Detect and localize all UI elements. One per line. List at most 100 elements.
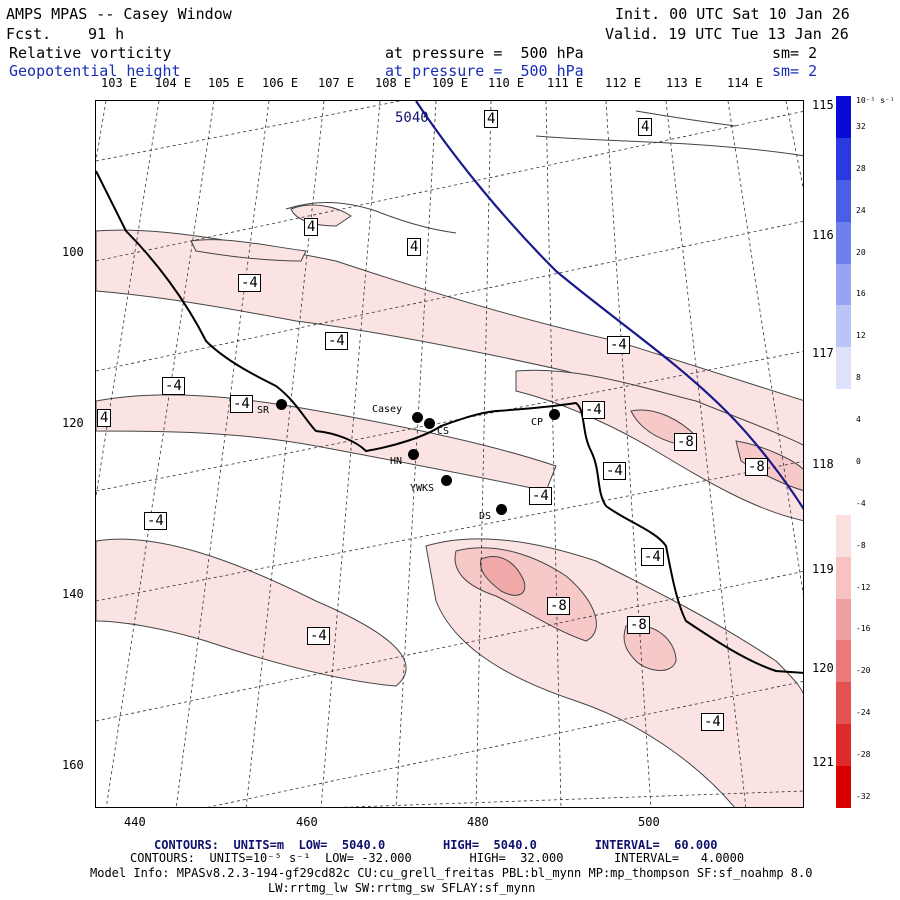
colorbar-level-label: 32 bbox=[856, 121, 866, 131]
model-title: AMPS MPAS -- Casey Window bbox=[6, 5, 232, 23]
station-label-ywks: YWKS bbox=[410, 483, 435, 494]
colorbar-segment bbox=[836, 640, 851, 683]
y-tick-label: 120 bbox=[62, 416, 84, 430]
map-plot-area bbox=[95, 100, 804, 808]
x-tick-label: 460 bbox=[296, 815, 318, 829]
colorbar-segment bbox=[836, 347, 851, 390]
colorbar-segment bbox=[836, 598, 851, 641]
field2-smoothing: sm= 2 bbox=[772, 62, 818, 80]
y-tick-label: 100 bbox=[62, 245, 84, 259]
valid-time: Valid. 19 UTC Tue 13 Jan 26 bbox=[605, 25, 849, 43]
station-marker-hn bbox=[408, 449, 419, 460]
contour-label: -4 bbox=[307, 627, 330, 645]
lon-label: 107 E bbox=[318, 76, 355, 90]
colorbar-segment bbox=[836, 431, 851, 474]
lon-label: 110 E bbox=[488, 76, 525, 90]
station-marker-casey bbox=[412, 412, 423, 423]
colorbar-level-label: 8 bbox=[856, 373, 861, 383]
station-marker-ywks bbox=[441, 475, 452, 486]
station-label-sr: SR bbox=[257, 405, 270, 416]
station-label-cp: CP bbox=[531, 417, 544, 428]
colorbar-segment bbox=[836, 766, 851, 809]
field2-pressure: at pressure = 500 hPa bbox=[385, 62, 584, 80]
colorbar-level-label: -8 bbox=[856, 540, 866, 550]
footer-vorticity-contours: CONTOURS: UNITS=10⁻⁵ s⁻¹ LOW= -32.000 HI… bbox=[130, 851, 745, 865]
contour-label: -4 bbox=[325, 332, 348, 350]
colorbar-level-label: -16 bbox=[856, 624, 871, 634]
station-marker-sr bbox=[276, 399, 287, 410]
colorbar-level-label: 16 bbox=[856, 289, 866, 299]
vorticity-shading-minus4 bbox=[96, 204, 803, 807]
colorbar-level-label: -12 bbox=[856, 582, 871, 592]
colorbar-level-label: 0 bbox=[856, 456, 861, 466]
colorbar-level-label: 24 bbox=[856, 205, 866, 215]
colorbar-segment bbox=[836, 682, 851, 725]
y-tick-label: 160 bbox=[62, 758, 84, 772]
colorbar-level-label: -24 bbox=[856, 708, 871, 718]
height-contour-5040 bbox=[415, 101, 803, 510]
station-marker-cs bbox=[424, 418, 435, 429]
contour-label: -8 bbox=[745, 458, 768, 476]
colorbar-segment bbox=[836, 263, 851, 306]
latitude-gridlines bbox=[96, 101, 803, 807]
coastline bbox=[96, 170, 803, 674]
lon-label: 111 E bbox=[547, 76, 584, 90]
colorbar-level-label: 20 bbox=[856, 247, 866, 257]
contour-label: -4 bbox=[230, 395, 253, 413]
colorbar-level-label: -32 bbox=[856, 792, 871, 801]
x-tick-label: 440 bbox=[124, 815, 146, 829]
field1-name: Relative vorticity bbox=[9, 44, 172, 62]
footer-model-info: Model Info: MPASv8.2.3-194-gf29cd82c CU:… bbox=[90, 866, 813, 880]
forecast-label: Fcst. bbox=[6, 25, 52, 43]
colorbar-segment bbox=[836, 137, 851, 181]
map-canvas bbox=[96, 101, 803, 807]
contour-label: -4 bbox=[603, 462, 626, 480]
contour-label: 4 bbox=[638, 118, 653, 136]
contour-label: -8 bbox=[627, 616, 650, 634]
contour-label: -4 bbox=[162, 377, 185, 395]
colorbar-segment bbox=[836, 556, 851, 600]
colorbar-level-label: -20 bbox=[856, 666, 871, 676]
lon-label: 108 E bbox=[375, 76, 412, 90]
colorbar-segment bbox=[836, 724, 851, 767]
colorbar bbox=[836, 96, 851, 809]
contour-label: -4 bbox=[238, 274, 261, 292]
vorticity-shading-minus12 bbox=[479, 556, 526, 596]
colorbar-level-label: -4 bbox=[856, 498, 866, 508]
colorbar-segment bbox=[836, 96, 851, 139]
colorbar-segment bbox=[836, 305, 851, 348]
colorbar-segment bbox=[836, 514, 851, 558]
contour-label: 4 bbox=[97, 409, 112, 427]
height-contour-label: 5040 bbox=[395, 110, 429, 126]
contour-label: -8 bbox=[547, 597, 570, 615]
station-marker-cp bbox=[549, 409, 560, 420]
colorbar-level-label: 28 bbox=[856, 163, 866, 173]
contour-label: 4 bbox=[304, 218, 319, 236]
station-marker-ds bbox=[496, 504, 507, 515]
colorbar-segment bbox=[836, 221, 851, 265]
field1-smoothing: sm= 2 bbox=[772, 44, 818, 62]
forecast-hour: 91 h bbox=[88, 25, 125, 43]
contour-label: -8 bbox=[674, 433, 697, 451]
colorbar-level-label: -28 bbox=[856, 750, 871, 760]
colorbar-level-label: 4 bbox=[856, 415, 861, 425]
y-tick-label: 140 bbox=[62, 587, 84, 601]
colorbar-units: 10⁻⁵ s⁻¹ bbox=[856, 96, 895, 105]
lon-label: 106 E bbox=[262, 76, 299, 90]
x-tick-label: 500 bbox=[638, 815, 660, 829]
lon-label: 114 E bbox=[727, 76, 764, 90]
colorbar-segment bbox=[836, 389, 851, 432]
lon-label: 112 E bbox=[605, 76, 642, 90]
station-label-casey: Casey bbox=[372, 404, 403, 415]
contour-label: -4 bbox=[144, 512, 167, 530]
contour-label: -4 bbox=[701, 713, 724, 731]
station-label-cs: CS bbox=[437, 426, 450, 437]
contour-label: 4 bbox=[407, 238, 422, 256]
colorbar-segment bbox=[836, 472, 851, 516]
station-label-ds: DS bbox=[479, 511, 492, 522]
contour-label: -4 bbox=[607, 336, 630, 354]
colorbar-segment bbox=[836, 179, 851, 223]
footer-height-contours: CONTOURS: UNITS=m LOW= 5040.0 HIGH= 5040… bbox=[154, 838, 718, 852]
init-time: Init. 00 UTC Sat 10 Jan 26 bbox=[615, 5, 850, 23]
contour-label: -4 bbox=[641, 548, 664, 566]
